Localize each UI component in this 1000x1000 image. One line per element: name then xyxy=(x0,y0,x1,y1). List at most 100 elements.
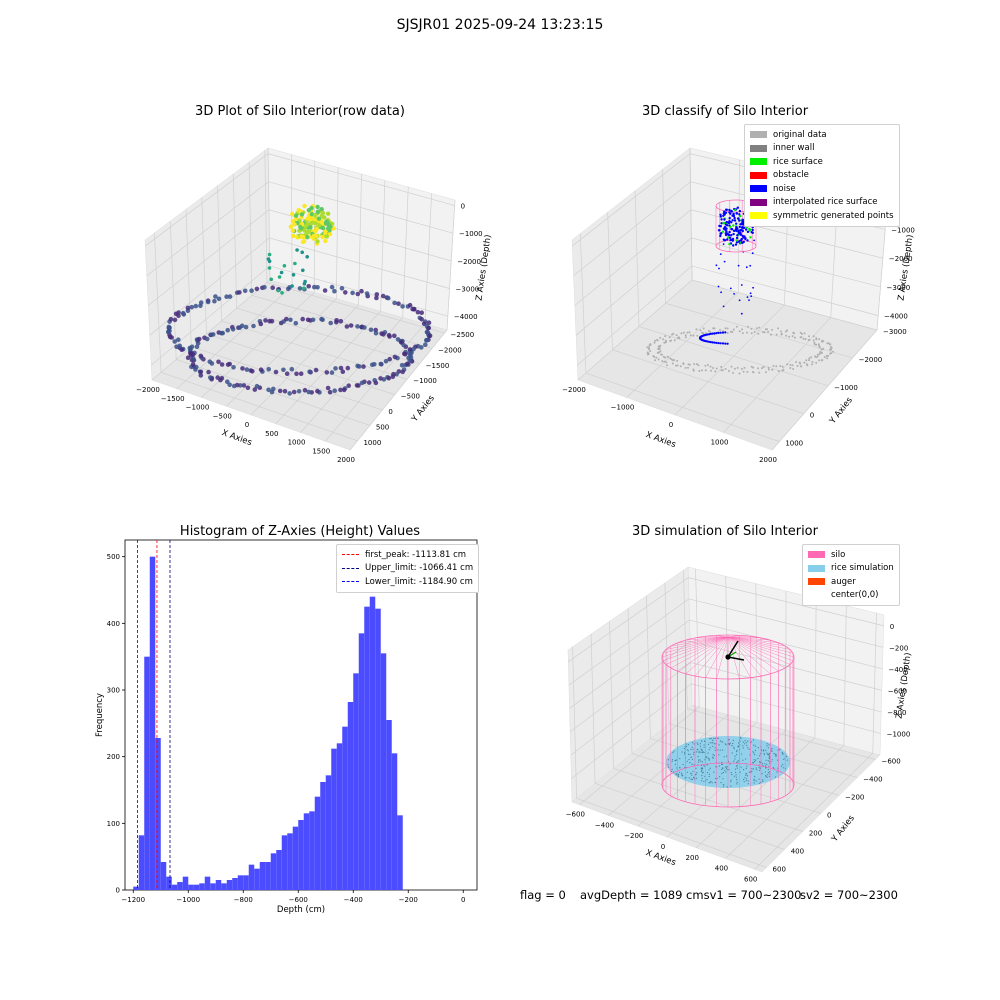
original-point xyxy=(775,365,778,368)
rice-point xyxy=(751,768,753,770)
rice-point xyxy=(710,738,712,740)
rice-point xyxy=(731,774,733,776)
rice-point xyxy=(773,753,775,755)
rice-point xyxy=(682,764,684,766)
rice-point xyxy=(771,759,773,761)
legend-swatch xyxy=(750,212,767,220)
rice-point xyxy=(730,779,732,781)
original-point xyxy=(688,331,691,334)
x-axis-label: X Axies xyxy=(220,428,253,448)
legend-line xyxy=(342,567,359,569)
rice-point xyxy=(683,753,686,755)
legend-label: silo xyxy=(831,549,846,560)
rice-point xyxy=(753,778,755,780)
rice-point xyxy=(704,740,706,742)
original-point xyxy=(780,330,782,333)
surface-point xyxy=(725,208,728,211)
y-tick-label: −1000 xyxy=(834,384,858,392)
rice-point xyxy=(733,760,735,762)
silo-roof-wire xyxy=(665,636,729,650)
original-point xyxy=(738,330,741,333)
rice-point xyxy=(753,744,755,746)
histogram-bar xyxy=(259,862,266,890)
rice-point xyxy=(725,766,727,768)
surface-point xyxy=(738,225,741,229)
original-point xyxy=(672,332,675,335)
original-point xyxy=(826,342,829,345)
raw-point xyxy=(411,306,417,312)
noise-point xyxy=(729,287,732,290)
z-tick-label: −4000 xyxy=(884,313,908,321)
y-gridline xyxy=(627,608,633,754)
surface-point xyxy=(728,242,731,246)
raw-point xyxy=(279,270,284,275)
histogram-bar xyxy=(232,878,238,890)
y-axis-label: Frequency xyxy=(95,693,105,737)
legend-item: auger xyxy=(808,575,894,589)
raw-point xyxy=(319,213,325,218)
rice-point xyxy=(757,758,759,760)
rice-point xyxy=(690,778,692,780)
original-point xyxy=(698,370,701,372)
silo-roof-wire xyxy=(727,636,791,650)
raw-point xyxy=(373,380,379,386)
raw-point xyxy=(320,234,325,240)
y-tick-label: −3000 xyxy=(883,328,907,336)
rice-point xyxy=(718,765,721,767)
rice-point xyxy=(695,773,697,776)
raw-point xyxy=(258,321,264,327)
original-point xyxy=(741,332,744,335)
original-point xyxy=(658,351,661,354)
raw-point xyxy=(315,285,320,290)
rice-point xyxy=(667,759,670,761)
original-point xyxy=(653,341,656,344)
silo-roof-wire xyxy=(716,636,729,679)
original-point xyxy=(819,351,822,354)
rice-point xyxy=(671,768,673,770)
original-point xyxy=(710,369,713,372)
raw-point xyxy=(419,310,425,316)
raw-point xyxy=(293,213,299,218)
x-tick-label: 2000 xyxy=(337,456,355,464)
raw-point xyxy=(306,389,312,395)
raw-point xyxy=(300,316,306,322)
raw-point xyxy=(309,212,315,217)
histogram-bar xyxy=(325,775,332,890)
histogram-plot: −1200 −1000 −800 −600 −400 −200 0 0 100 200 300 400… xyxy=(95,539,478,915)
x-gridline xyxy=(695,598,817,849)
surface-point xyxy=(751,231,754,234)
rice-point xyxy=(709,781,711,784)
raw-point xyxy=(315,239,320,244)
rice-point xyxy=(746,765,748,767)
rice-point xyxy=(765,774,767,777)
rice-point xyxy=(691,758,694,761)
rice-point xyxy=(701,780,703,782)
y-tick-label: −400 xyxy=(863,776,882,784)
rice-point xyxy=(715,777,717,779)
raw-point xyxy=(239,323,245,329)
rice-point xyxy=(690,756,693,758)
rice-point xyxy=(730,772,732,774)
rice-point xyxy=(724,743,726,745)
rice-point xyxy=(735,776,737,778)
rice-point xyxy=(762,764,764,766)
histogram-bar xyxy=(342,726,348,890)
raw-point xyxy=(319,207,324,212)
surface-point xyxy=(733,216,736,220)
surface-point xyxy=(732,232,735,236)
raw-point xyxy=(390,374,396,380)
original-point xyxy=(800,365,803,368)
raw-point xyxy=(341,387,347,393)
legend-item: center(0,0) xyxy=(808,589,894,603)
rice-point xyxy=(745,774,747,776)
x-tick-label: −1000 xyxy=(176,896,200,904)
legend-line xyxy=(342,554,359,556)
noise-point xyxy=(718,267,720,270)
rice-point xyxy=(722,778,724,780)
raw-point xyxy=(306,284,312,289)
original-point xyxy=(663,341,666,344)
silo-roof-wire xyxy=(662,636,729,654)
rice-point xyxy=(747,783,749,785)
rice-point xyxy=(754,753,756,756)
raw-point xyxy=(366,380,372,385)
